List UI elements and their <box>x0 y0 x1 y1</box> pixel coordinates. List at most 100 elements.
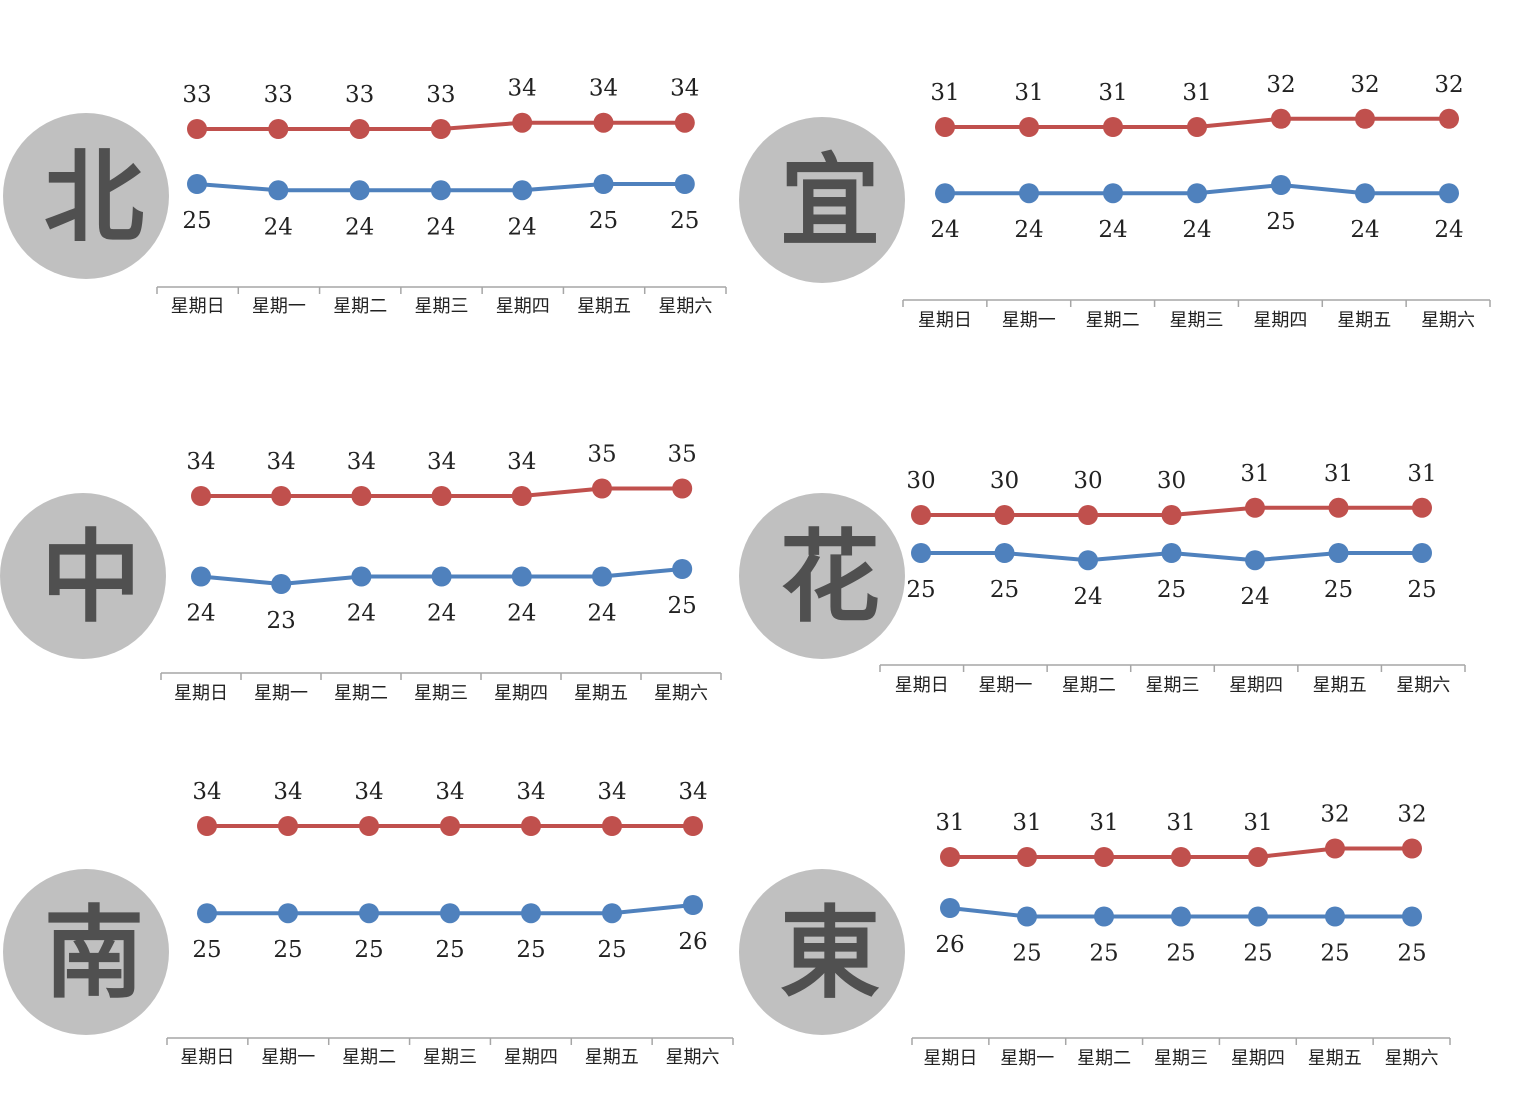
x-tick-label: 星期六 <box>654 683 708 704</box>
high-data-label: 35 <box>587 442 616 468</box>
high-point <box>593 112 614 133</box>
low-data-label: 25 <box>668 593 697 619</box>
high-data-label: 33 <box>264 82 293 108</box>
high-data-label: 30 <box>990 468 1019 494</box>
low-data-label: 24 <box>1014 217 1043 243</box>
x-tick-label: 星期五 <box>585 1047 639 1068</box>
high-data-label: 34 <box>354 779 383 805</box>
high-point <box>1355 108 1375 129</box>
low-point <box>278 903 298 924</box>
high-data-label: 34 <box>273 779 302 805</box>
high-data-label: 32 <box>1266 72 1295 98</box>
high-point <box>1161 505 1182 525</box>
high-data-label: 31 <box>1098 80 1127 106</box>
low-point <box>268 180 289 201</box>
low-point <box>197 903 217 924</box>
low-point <box>430 180 451 201</box>
high-point <box>674 112 695 133</box>
low-point <box>994 543 1015 563</box>
high-point <box>359 816 379 836</box>
high-point <box>1402 838 1422 859</box>
high-point <box>268 119 289 139</box>
low-data-label: 26 <box>678 929 707 955</box>
x-tick-label: 星期五 <box>1337 310 1391 331</box>
high-point <box>940 847 960 867</box>
low-data-label: 25 <box>516 937 545 963</box>
x-tick-label: 星期一 <box>978 675 1032 696</box>
x-tick-label: 星期四 <box>504 1047 558 1068</box>
x-tick-label: 星期五 <box>574 683 628 704</box>
low-point <box>1245 550 1265 571</box>
high-data-label: 30 <box>906 468 935 494</box>
x-tick-label: 星期日 <box>918 310 972 331</box>
high-data-label: 34 <box>678 779 707 805</box>
low-point <box>1439 183 1459 204</box>
high-point <box>440 816 460 836</box>
high-data-label: 31 <box>1407 461 1436 487</box>
region-badge-circle <box>739 869 905 1035</box>
high-data-label: 31 <box>1182 80 1211 106</box>
low-point <box>191 566 211 587</box>
low-data-label: 24 <box>930 217 959 243</box>
high-point <box>1078 505 1098 525</box>
low-point <box>1325 906 1345 927</box>
low-data-label: 25 <box>354 937 383 963</box>
high-data-label: 31 <box>1240 461 1269 487</box>
x-tick-label: 星期四 <box>1231 1048 1285 1069</box>
x-tick-label: 星期五 <box>1308 1048 1362 1069</box>
x-tick-label: 星期二 <box>1086 310 1140 331</box>
x-tick-label: 星期三 <box>1154 1048 1208 1069</box>
high-point <box>1328 497 1349 518</box>
low-data-label: 24 <box>427 601 456 627</box>
low-data-label: 24 <box>1434 217 1463 243</box>
low-point <box>593 174 614 194</box>
low-point <box>1078 550 1098 571</box>
high-point <box>602 816 622 836</box>
region-badge-circle <box>3 869 169 1035</box>
high-data-label: 34 <box>597 779 626 805</box>
low-point <box>1412 543 1432 563</box>
x-tick-label: 星期三 <box>414 683 468 704</box>
x-tick-label: 星期六 <box>1385 1048 1439 1069</box>
x-tick-label: 星期六 <box>1396 675 1450 696</box>
low-point <box>1328 543 1349 563</box>
x-tick-label: 星期五 <box>577 296 631 317</box>
high-point <box>271 486 292 506</box>
low-point <box>521 903 541 924</box>
region-label: 宜 <box>780 143 880 260</box>
low-point <box>1094 906 1114 927</box>
high-point <box>592 478 612 499</box>
high-data-label: 34 <box>267 449 296 475</box>
x-tick-label: 星期一 <box>254 683 308 704</box>
region-label: 北 <box>44 139 144 256</box>
x-tick-label: 星期日 <box>923 1048 977 1069</box>
high-data-label: 31 <box>1324 461 1353 487</box>
high-data-label: 33 <box>182 82 211 108</box>
low-point <box>1171 906 1191 927</box>
x-tick-label: 星期二 <box>1062 675 1116 696</box>
low-data-label: 25 <box>670 208 699 234</box>
high-data-label: 34 <box>427 449 456 475</box>
high-data-label: 32 <box>1320 802 1349 828</box>
high-data-label: 31 <box>935 810 964 836</box>
region-label: 南 <box>44 895 144 1012</box>
x-tick-label: 星期一 <box>1000 1048 1054 1069</box>
high-point <box>1325 838 1345 859</box>
high-point <box>187 119 207 139</box>
low-point <box>511 566 532 587</box>
low-data-label: 25 <box>1157 577 1186 603</box>
high-point <box>1271 108 1291 129</box>
x-tick-label: 星期四 <box>1229 675 1283 696</box>
low-point <box>1017 906 1037 927</box>
x-tick-label: 星期五 <box>1313 675 1367 696</box>
low-point <box>672 559 693 579</box>
high-point <box>1187 117 1207 137</box>
high-point <box>431 486 452 506</box>
high-point <box>1439 108 1459 129</box>
